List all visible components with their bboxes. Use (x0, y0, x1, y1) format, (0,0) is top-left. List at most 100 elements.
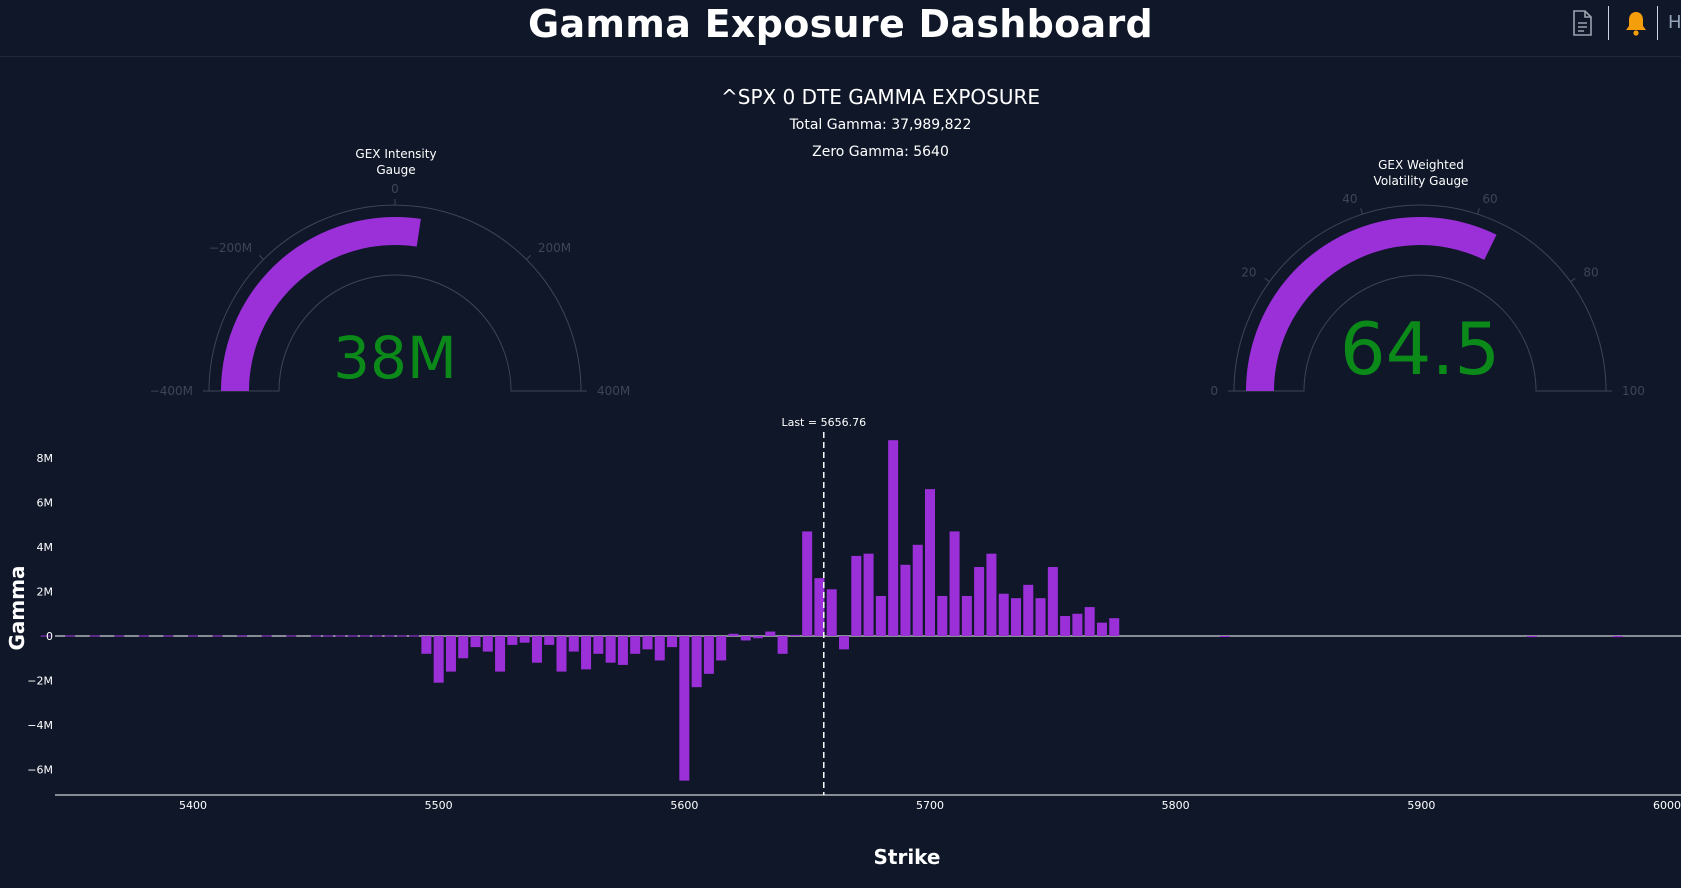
app-header: Gamma Exposure Dashboard H (0, 0, 1681, 57)
gamma-bar[interactable] (114, 635, 125, 637)
gamma-bar[interactable] (138, 635, 149, 637)
gamma-bar[interactable] (716, 636, 727, 661)
gamma-bar[interactable] (851, 555, 862, 636)
gamma-bar[interactable] (323, 635, 334, 637)
header-truncated-item[interactable]: H (1668, 12, 1681, 33)
gamma-bar[interactable] (335, 635, 346, 637)
gamma-bar[interactable] (986, 553, 997, 636)
gamma-bar[interactable] (728, 633, 739, 636)
gamma-bar[interactable] (826, 589, 837, 636)
x-tick-label: 5400 (179, 799, 207, 812)
gauge-1-tick-label: 200M (538, 241, 571, 255)
gamma-bar[interactable] (286, 635, 297, 637)
gamma-bar[interactable] (605, 636, 616, 663)
gamma-bar[interactable] (1084, 607, 1095, 636)
x-tick-label: 5800 (1162, 799, 1190, 812)
gamma-bar[interactable] (445, 636, 456, 672)
gamma-bar[interactable] (581, 636, 592, 670)
gamma-bar[interactable] (556, 636, 567, 672)
gamma-bar[interactable] (765, 631, 776, 636)
gauge-2-tick-label: 100 (1622, 384, 1645, 398)
gamma-bar[interactable] (409, 635, 420, 637)
gamma-bar[interactable] (912, 544, 923, 636)
gamma-bar[interactable] (495, 636, 506, 672)
gamma-bar[interactable] (568, 636, 579, 652)
gamma-bar[interactable] (802, 531, 813, 636)
gauge-2-title-line2: Volatility Gauge (1373, 174, 1469, 188)
panel-title: ^SPX 0 DTE GAMMA EXPOSURE (720, 85, 1040, 109)
gamma-bar[interactable] (261, 635, 272, 637)
gamma-bar[interactable] (1035, 598, 1046, 636)
gamma-bar[interactable] (789, 634, 800, 636)
gauge-2-tick-mark (1264, 277, 1270, 283)
gamma-bar[interactable] (433, 636, 444, 683)
gamma-bar[interactable] (863, 553, 874, 636)
gamma-bar[interactable] (1010, 598, 1021, 636)
x-tick-label: 5600 (670, 799, 698, 812)
gamma-bar[interactable] (937, 595, 948, 636)
gamma-bar[interactable] (359, 635, 370, 637)
gamma-bar[interactable] (544, 636, 555, 645)
gamma-bar[interactable] (1219, 636, 1230, 637)
document-icon[interactable] (1568, 8, 1596, 38)
gamma-bar[interactable] (753, 636, 764, 639)
gamma-bar[interactable] (888, 440, 899, 636)
gamma-bar[interactable] (949, 531, 960, 636)
gamma-bar[interactable] (740, 636, 751, 641)
y-tick-label: 2M (37, 586, 54, 599)
gamma-bar[interactable] (396, 635, 407, 637)
gamma-bar[interactable] (531, 636, 542, 663)
gamma-bar[interactable] (777, 636, 788, 654)
gamma-bar[interactable] (188, 635, 198, 637)
gauge-2-title: GEX Weighted Volatility Gauge (1311, 157, 1531, 189)
gamma-bar[interactable] (1023, 584, 1034, 636)
gamma-bar[interactable] (163, 635, 174, 637)
gamma-bar[interactable] (1072, 613, 1083, 636)
gamma-bar[interactable] (519, 636, 530, 643)
gamma-bar[interactable] (961, 595, 972, 636)
gamma-bar[interactable] (900, 564, 911, 636)
gamma-bar[interactable] (347, 635, 358, 637)
gamma-bar[interactable] (1060, 615, 1071, 636)
gamma-bar[interactable] (421, 636, 432, 654)
gauge-1-title: GEX Intensity Gauge (286, 146, 506, 178)
gamma-bar[interactable] (703, 636, 714, 674)
gamma-bar[interactable] (212, 635, 223, 637)
last-price-label: Last = 5656.76 (781, 416, 866, 429)
gamma-bar[interactable] (1047, 567, 1058, 636)
x-tick-label: 6000 (1653, 799, 1681, 812)
gamma-bar[interactable] (89, 635, 100, 637)
gamma-bar[interactable] (507, 636, 518, 645)
gamma-bar[interactable] (974, 567, 985, 636)
gauge-1-tick-label: 0 (391, 182, 399, 196)
gamma-bar[interactable] (237, 635, 248, 637)
gamma-bar[interactable] (1096, 622, 1107, 636)
gamma-bar[interactable] (310, 635, 321, 637)
gamma-bar[interactable] (691, 636, 702, 688)
gamma-bar[interactable] (40, 635, 51, 637)
gamma-bar[interactable] (1526, 636, 1537, 638)
gamma-bar[interactable] (814, 578, 825, 636)
gamma-bar[interactable] (470, 636, 481, 648)
gamma-bar[interactable] (875, 595, 886, 636)
gamma-bar[interactable] (654, 636, 665, 661)
gamma-bar[interactable] (642, 636, 653, 650)
gamma-bar[interactable] (679, 636, 690, 781)
gamma-bar[interactable] (372, 635, 383, 637)
gamma-bar[interactable] (593, 636, 604, 654)
gamma-bar[interactable] (667, 636, 678, 648)
bell-icon[interactable] (1622, 8, 1650, 38)
gamma-bar[interactable] (482, 636, 493, 652)
gamma-bar[interactable] (1109, 618, 1120, 636)
gamma-bar[interactable] (630, 636, 641, 654)
gamma-bar[interactable] (925, 489, 935, 636)
gamma-bar[interactable] (458, 636, 469, 659)
gamma-bar[interactable] (839, 636, 850, 650)
gamma-bar[interactable] (65, 635, 76, 637)
x-tick-label: 5900 (1407, 799, 1435, 812)
gamma-bar[interactable] (998, 593, 1009, 636)
gamma-bar[interactable] (1612, 636, 1623, 638)
gauge-1-value: 38M (333, 324, 457, 392)
gamma-bar[interactable] (617, 636, 628, 665)
gamma-bar[interactable] (384, 635, 395, 637)
